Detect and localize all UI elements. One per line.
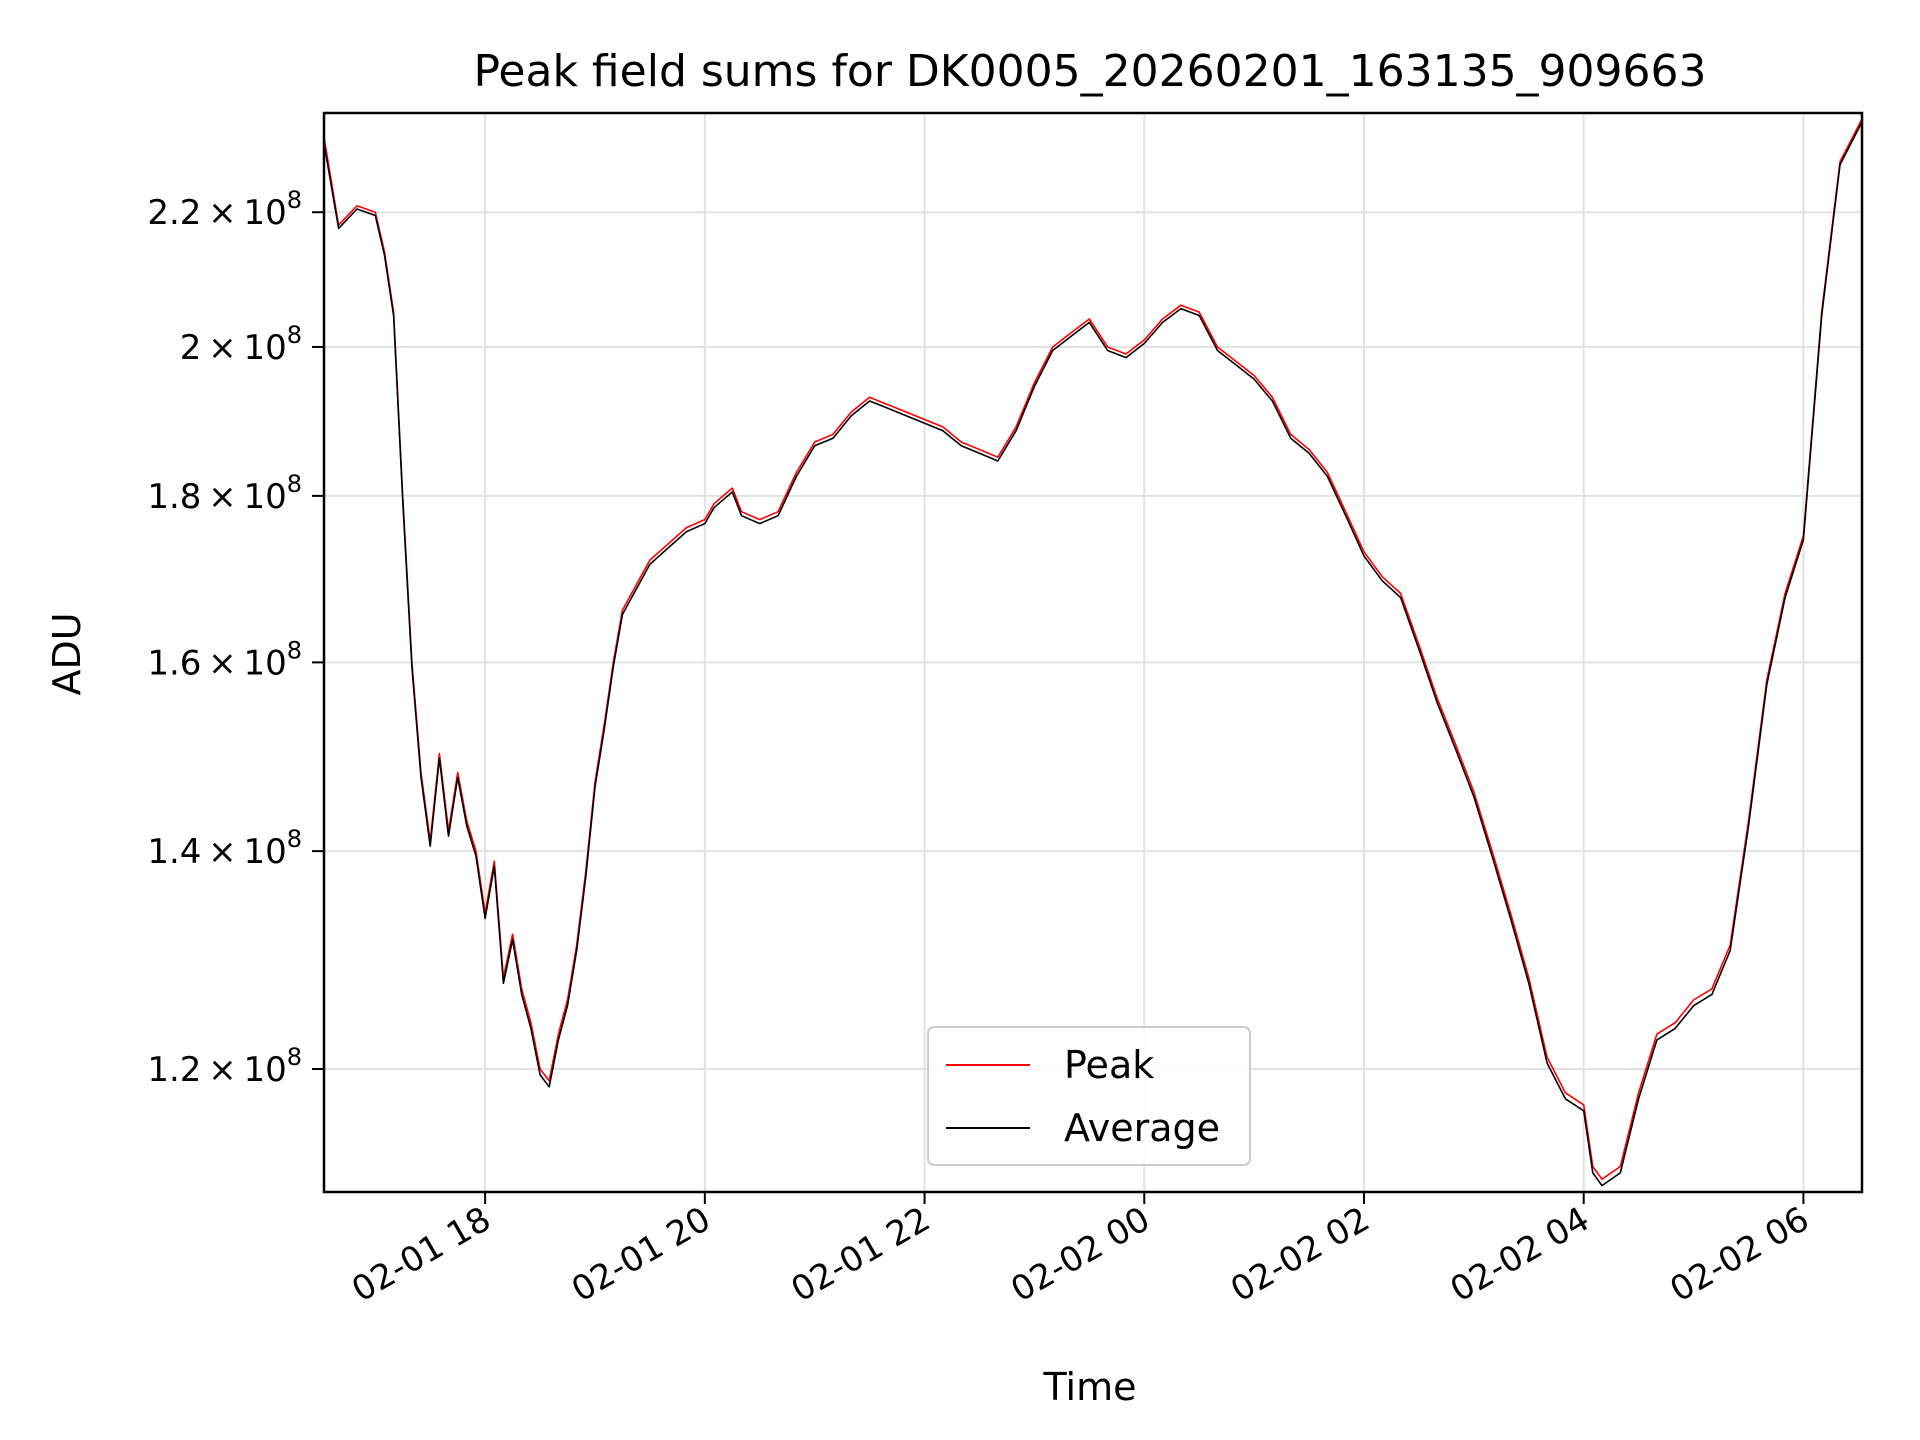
y-tick-label: 2.2 × 108 [147,186,302,233]
y-axis-label: ADU [45,612,89,695]
plot-frame [322,111,1864,1194]
y-axis: 1.2 × 108 1.4 × 108 1.6 × 108 1.8 × 108 2 × … [147,186,324,1090]
chart-title: Peak field sums for DK0005_20260201_1631… [473,46,1706,97]
grid [324,113,1862,1192]
y-tick-label: 1.4 × 108 [147,825,302,872]
y-tick-label: 1.2 × 108 [147,1043,302,1090]
series-line-average [323,121,1863,1187]
legend-label-peak: Peak [1064,1043,1154,1087]
y-tick-label: 1.8 × 108 [147,470,302,517]
legend: Peak Average [927,1026,1251,1166]
legend-label-average: Average [1064,1106,1220,1150]
series-layer [323,118,1863,1187]
y-tick-label: 1.6 × 108 [147,636,302,683]
x-axis-label: Time [1043,1365,1137,1409]
y-tick-label: 2 × 108 [180,321,302,368]
legend-box [927,1026,1251,1166]
